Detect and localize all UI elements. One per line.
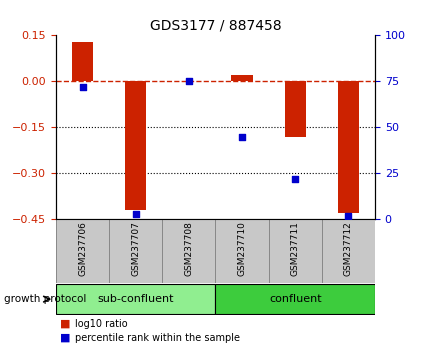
Text: log10 ratio: log10 ratio bbox=[75, 319, 128, 329]
Text: confluent: confluent bbox=[268, 294, 321, 304]
FancyBboxPatch shape bbox=[321, 219, 374, 283]
FancyBboxPatch shape bbox=[109, 219, 162, 283]
Text: ■: ■ bbox=[60, 333, 71, 343]
Point bbox=[185, 79, 192, 84]
Point bbox=[79, 84, 86, 90]
Text: ■: ■ bbox=[60, 319, 71, 329]
FancyBboxPatch shape bbox=[56, 284, 215, 314]
Bar bbox=[72, 41, 93, 81]
Point bbox=[344, 213, 351, 219]
Text: percentile rank within the sample: percentile rank within the sample bbox=[75, 333, 240, 343]
Bar bbox=[337, 81, 358, 213]
FancyBboxPatch shape bbox=[56, 219, 109, 283]
FancyBboxPatch shape bbox=[215, 219, 268, 283]
FancyBboxPatch shape bbox=[215, 284, 374, 314]
Text: GSM237710: GSM237710 bbox=[237, 221, 246, 276]
Text: GSM237707: GSM237707 bbox=[131, 221, 140, 276]
Text: GSM237711: GSM237711 bbox=[290, 221, 299, 276]
FancyBboxPatch shape bbox=[162, 219, 215, 283]
Text: sub-confluent: sub-confluent bbox=[97, 294, 174, 304]
Bar bbox=[125, 81, 146, 210]
Text: GSM237706: GSM237706 bbox=[78, 221, 87, 276]
Bar bbox=[231, 75, 252, 81]
FancyBboxPatch shape bbox=[268, 219, 321, 283]
Point bbox=[291, 176, 298, 182]
Point bbox=[238, 134, 245, 139]
Text: growth protocol: growth protocol bbox=[4, 294, 86, 304]
Title: GDS3177 / 887458: GDS3177 / 887458 bbox=[149, 19, 281, 33]
Point bbox=[132, 211, 139, 217]
Text: GSM237712: GSM237712 bbox=[343, 221, 352, 276]
Bar bbox=[284, 81, 305, 137]
Text: GSM237708: GSM237708 bbox=[184, 221, 193, 276]
